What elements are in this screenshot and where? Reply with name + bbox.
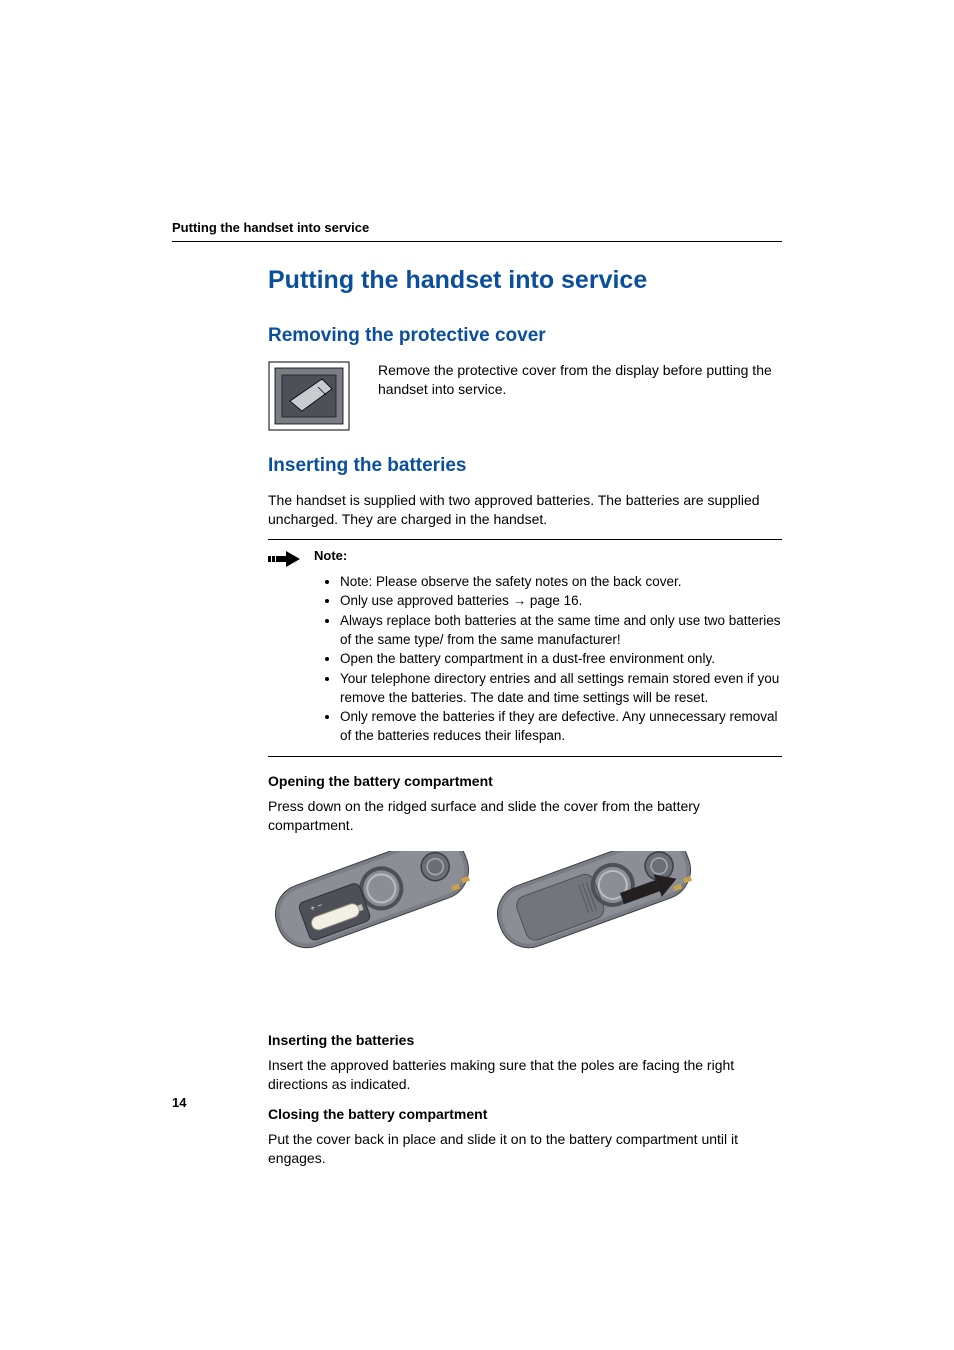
sub-close-heading: Closing the battery compartment xyxy=(268,1106,782,1122)
page-number: 14 xyxy=(172,1095,186,1110)
sub-open-paragraph: Press down on the ridged surface and sli… xyxy=(268,797,782,835)
note-item: Your telephone directory entries and all… xyxy=(340,670,782,707)
note-item: Only use approved batteries → page 16. xyxy=(340,592,782,611)
sub-close-paragraph: Put the cover back in place and slide it… xyxy=(268,1130,782,1168)
sub-insert-paragraph: Insert the approved batteries making sur… xyxy=(268,1056,782,1094)
section-inserting-heading: Inserting the batteries xyxy=(268,455,782,477)
note-box: Note: Note: Please observe the safety no… xyxy=(268,539,782,758)
note-list: Note: Please observe the safety notes on… xyxy=(314,573,782,746)
battery-compartment-figure: + − xyxy=(268,851,716,1001)
head-rule xyxy=(172,241,782,242)
inserting-intro: The handset is supplied with two approve… xyxy=(268,491,782,529)
note-item: Note: Please observe the safety notes on… xyxy=(340,573,782,592)
page-title: Putting the handset into service xyxy=(268,266,782,295)
sub-insert-heading: Inserting the batteries xyxy=(268,1032,782,1048)
note-item: Only remove the batteries if they are de… xyxy=(340,708,782,745)
note-item: Always replace both batteries at the sam… xyxy=(340,612,782,649)
note-item: Open the battery compartment in a dust-f… xyxy=(340,650,782,669)
sub-open-heading: Opening the battery compartment xyxy=(268,773,782,789)
note-label: Note: xyxy=(314,548,782,563)
protective-cover-illustration xyxy=(268,361,350,431)
note-arrow-icon xyxy=(268,550,300,568)
running-head: Putting the handset into service xyxy=(172,220,782,235)
removing-paragraph: Remove the protective cover from the dis… xyxy=(378,361,782,399)
section-removing-heading: Removing the protective cover xyxy=(268,325,782,347)
